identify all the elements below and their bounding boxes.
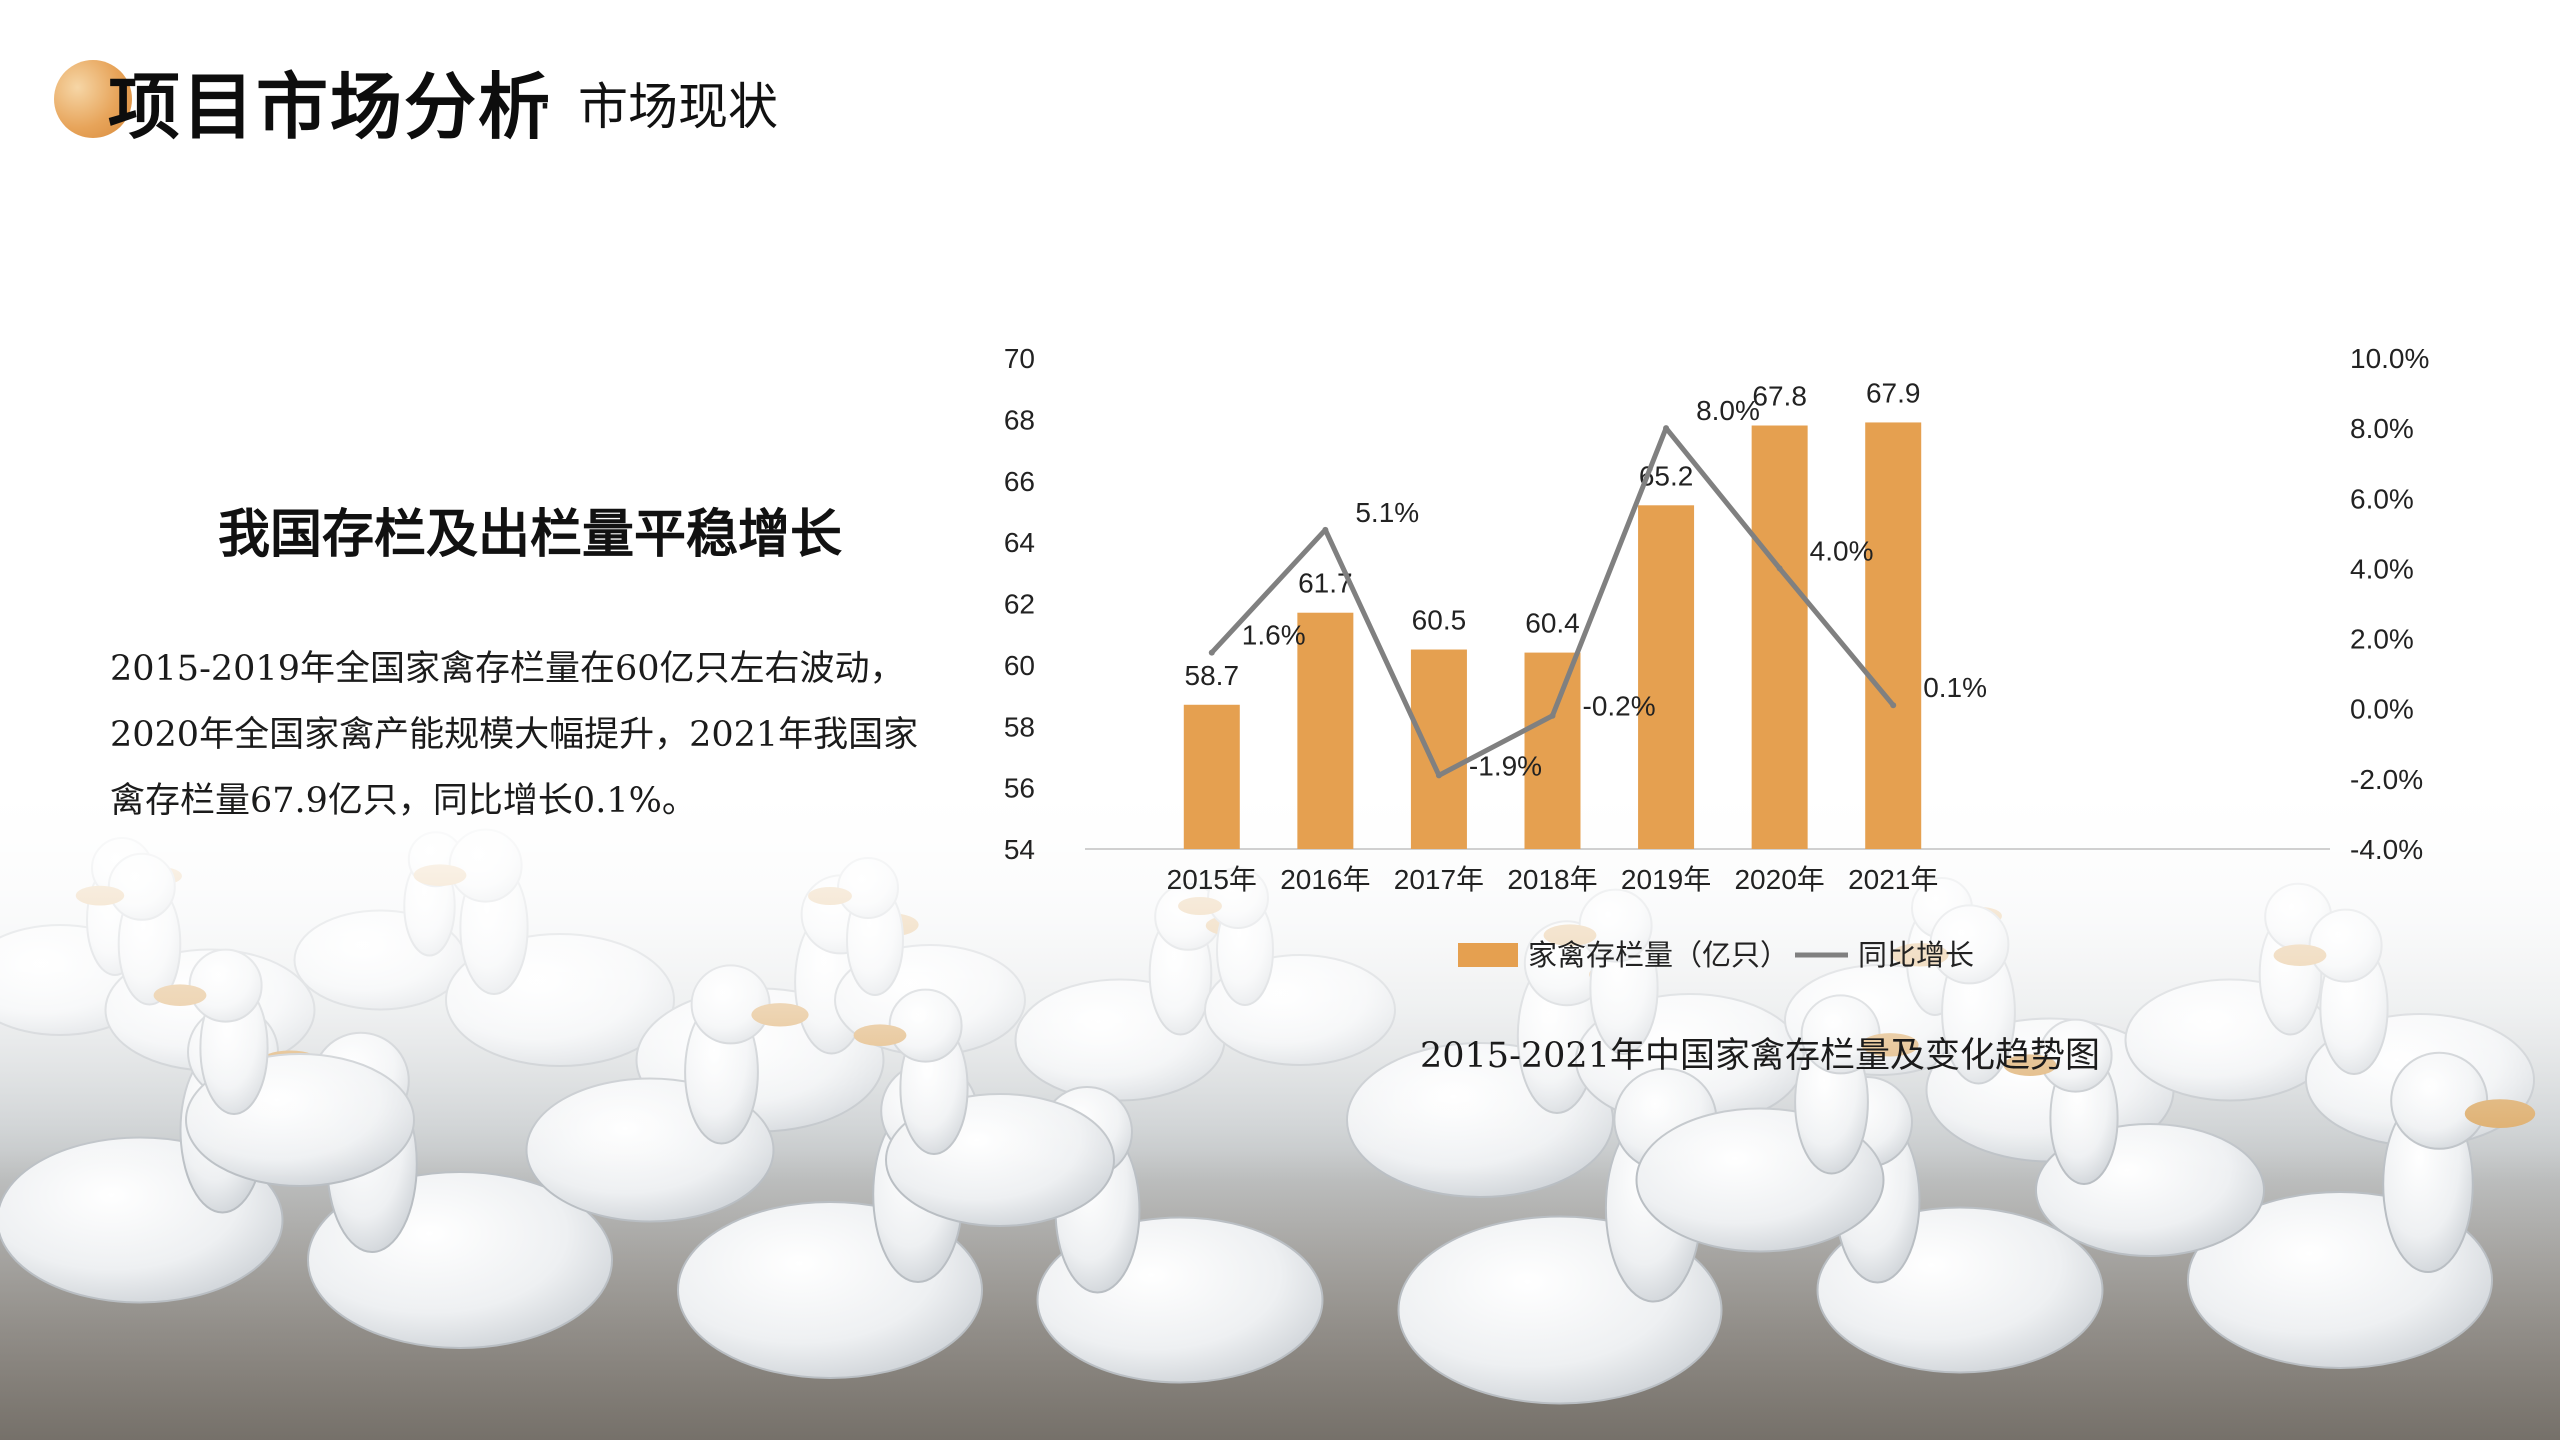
- bar-data-label: 67.9: [1866, 377, 1921, 408]
- y-right-tick-label: 10.0%: [2350, 343, 2429, 374]
- y-right-tick-label: -4.0%: [2350, 834, 2423, 865]
- bar-data-label: 60.4: [1525, 608, 1580, 639]
- x-tick-label: 2016年: [1280, 864, 1370, 895]
- y-right-tick-label: 6.0%: [2350, 483, 2414, 514]
- x-tick-label: 2021年: [1848, 864, 1938, 895]
- line-data-label: 1.6%: [1242, 620, 1306, 651]
- page-title: 项目市场分析: [108, 65, 553, 149]
- y-left-tick-label: 62: [1004, 589, 1035, 620]
- chart-caption: 2015-2021年中国家禽存栏量及变化趋势图: [1420, 1036, 2100, 1076]
- growth-point: [1322, 526, 1329, 533]
- bar-2016年: [1297, 612, 1354, 849]
- line-data-label: 4.0%: [1810, 535, 1874, 566]
- y-left-tick-label: 66: [1004, 466, 1035, 497]
- y-left-tick-label: 64: [1004, 527, 1035, 558]
- growth-point: [1663, 425, 1670, 432]
- bar-data-label: 67.8: [1752, 381, 1807, 412]
- legend-bar-swatch: [1458, 943, 1518, 967]
- y-right-tick-label: 0.0%: [2350, 694, 2414, 725]
- line-data-label: 0.1%: [1923, 672, 1987, 703]
- section-headline: 我国存栏及出栏量平稳增长: [217, 505, 842, 565]
- y-left-tick-label: 54: [1004, 834, 1035, 865]
- y-right-tick-label: -2.0%: [2350, 764, 2423, 795]
- y-left-tick-label: 56: [1004, 773, 1035, 804]
- y-left-tick-label: 70: [1004, 343, 1035, 374]
- bar-data-label: 58.7: [1185, 660, 1240, 691]
- y-left-tick-label: 68: [1004, 404, 1035, 435]
- section-body-text: 2015-2019年全国家禽存栏量在60亿只左右波动，2020年全国家禽产能规模…: [110, 649, 919, 821]
- title-separator: ·: [538, 81, 552, 132]
- growth-point: [1208, 649, 1215, 656]
- y-right-tick-label: 8.0%: [2350, 413, 2414, 444]
- x-tick-label: 2015年: [1167, 864, 1257, 895]
- growth-point: [1435, 772, 1442, 779]
- line-data-label: 5.1%: [1355, 497, 1419, 528]
- x-tick-label: 2018年: [1507, 864, 1597, 895]
- line-data-label: -0.2%: [1583, 691, 1656, 722]
- bar-2017年: [1410, 649, 1467, 849]
- bar-2020年: [1751, 425, 1808, 849]
- y-right-tick-label: 4.0%: [2350, 553, 2414, 584]
- growth-point: [1549, 712, 1556, 719]
- line-data-label: 8.0%: [1696, 395, 1760, 426]
- bar-data-label: 60.5: [1412, 605, 1467, 636]
- x-tick-label: 2019年: [1621, 864, 1711, 895]
- x-tick-label: 2017年: [1394, 864, 1484, 895]
- growth-point: [1890, 702, 1897, 709]
- page-subtitle: 市场现状: [578, 78, 778, 136]
- line-data-label: -1.9%: [1469, 750, 1542, 781]
- legend-line-label: 同比增长: [1858, 938, 1974, 972]
- growth-point: [1776, 565, 1783, 572]
- bar-2019年: [1638, 505, 1695, 849]
- y-right-tick-label: 2.0%: [2350, 624, 2414, 655]
- bar-2021年: [1865, 422, 1922, 849]
- y-left-tick-label: 60: [1004, 650, 1035, 681]
- y-left-tick-label: 58: [1004, 711, 1035, 742]
- x-tick-label: 2020年: [1734, 864, 1824, 895]
- legend-bar-label: 家禽存栏量（亿只）: [1528, 938, 1789, 972]
- title-accent-dot: [54, 60, 132, 138]
- bar-2015年: [1183, 704, 1240, 849]
- bar-2018年: [1524, 652, 1581, 849]
